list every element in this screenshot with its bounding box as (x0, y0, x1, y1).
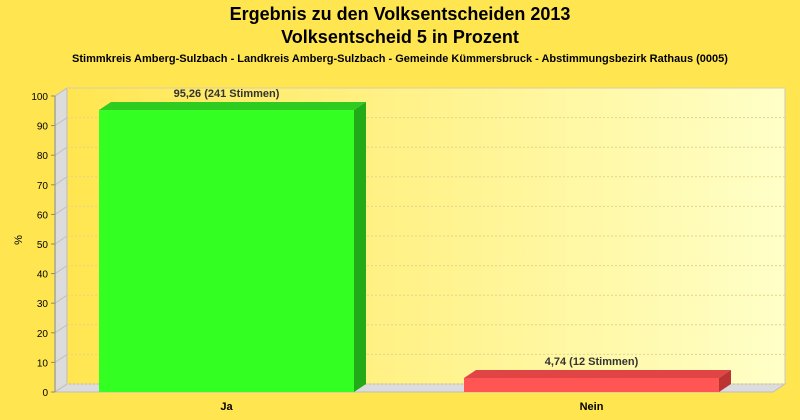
gridline-side (54, 87, 68, 97)
bar-side (354, 102, 366, 393)
gridline-side (54, 205, 68, 215)
data-label: 4,74 (12 Stimmen) (545, 356, 639, 368)
y-tick-label: 40 (37, 270, 49, 281)
gridline-side (54, 176, 68, 186)
y-tick-label: 0 (42, 388, 48, 399)
gridline-side (54, 324, 68, 334)
y-tick-label: 80 (37, 151, 49, 162)
y-tick-label: 90 (37, 122, 49, 133)
data-label: 95,26 (241 Stimmen) (174, 88, 280, 100)
y-tick-label: 20 (37, 329, 49, 340)
bar (99, 110, 354, 393)
gridline-side (54, 265, 68, 275)
gridline-side (54, 383, 68, 393)
bar-top (99, 102, 366, 111)
bar (464, 377, 719, 392)
x-tick-label: Ja (220, 401, 233, 413)
y-tick-label: 60 (37, 210, 49, 221)
y-axis-label: % (13, 235, 25, 245)
y-tick-label: 10 (37, 358, 49, 369)
gridline-side (54, 235, 68, 245)
gridline-side (54, 146, 68, 156)
y-tick-label: 30 (37, 299, 49, 310)
bar-top (464, 369, 731, 378)
chart-title: Ergebnis zu den Volksentscheiden 2013 (229, 4, 571, 24)
gridline-side (54, 353, 68, 363)
gridline-side (54, 117, 68, 127)
y-tick-label: 100 (31, 92, 48, 103)
x-tick-label: Nein (580, 401, 604, 413)
chart-subtitle-line: Volksentscheid 5 in Prozent (281, 27, 519, 47)
bar-side (719, 369, 731, 392)
y-tick-label: 50 (37, 240, 49, 251)
chart-location-subtitle: Stimmkreis Amberg-Sulzbach - Landkreis A… (72, 53, 728, 65)
y-tick-label: 70 (37, 181, 49, 192)
gridline-side (54, 294, 68, 304)
